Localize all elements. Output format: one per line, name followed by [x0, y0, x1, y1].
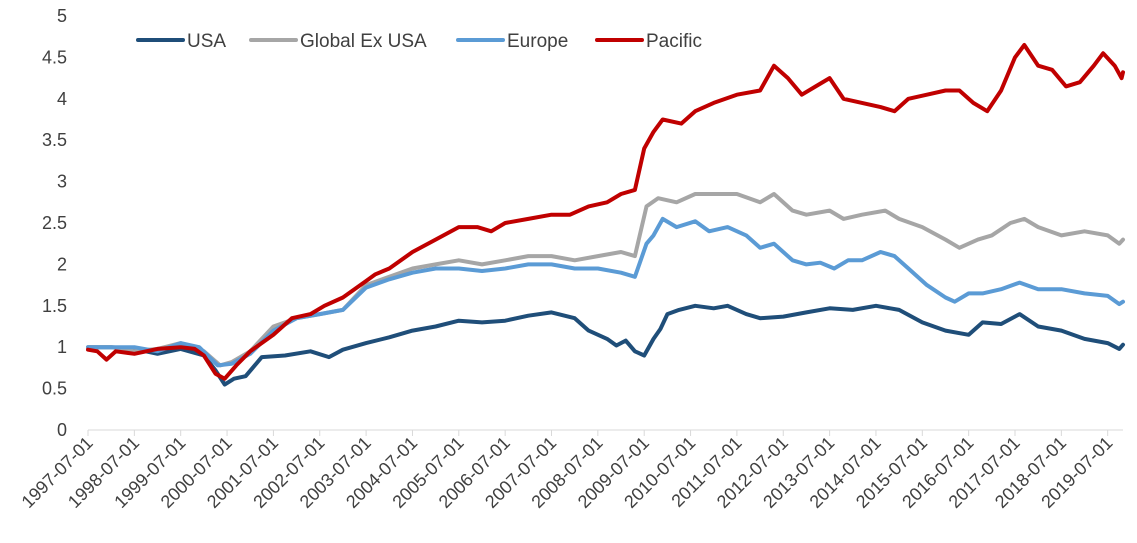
y-tick-label: 5 [57, 6, 67, 26]
y-tick-label: 2 [57, 254, 67, 274]
x-axis-ticks [87, 430, 1109, 436]
series-line-global-ex-usa [86, 192, 1125, 368]
legend-label: Global Ex USA [300, 31, 427, 52]
y-tick-label: 1 [57, 337, 67, 357]
series-line-usa [86, 303, 1125, 387]
x-axis: 1997-07-011998-07-011999-07-012000-07-01… [18, 429, 1123, 512]
y-tick-label: 1.5 [42, 296, 67, 316]
legend-label: USA [187, 31, 226, 52]
y-tick-label: 2.5 [42, 213, 67, 233]
x-axis-tick-labels: 1997-07-011998-07-011999-07-012000-07-01… [18, 433, 1117, 512]
legend-label: Pacific [646, 31, 702, 52]
y-tick-label: 3 [57, 172, 67, 192]
series-lines [86, 43, 1125, 387]
y-tick-label: 4.5 [42, 47, 67, 67]
y-tick-label: 4 [57, 89, 67, 109]
series-line-europe [86, 216, 1125, 368]
legend-label: Europe [507, 31, 568, 52]
y-tick-label: 0.5 [42, 379, 67, 399]
series-line-pacific [86, 43, 1125, 381]
y-tick-label: 3.5 [42, 130, 67, 150]
y-axis-tick-labels: 0 0.5 1 1.5 2 2.5 3 3.5 4 4.5 5 [42, 6, 67, 440]
legend: USA Global Ex USA Europe Pacific [136, 31, 702, 52]
y-tick-label: 0 [57, 420, 67, 440]
